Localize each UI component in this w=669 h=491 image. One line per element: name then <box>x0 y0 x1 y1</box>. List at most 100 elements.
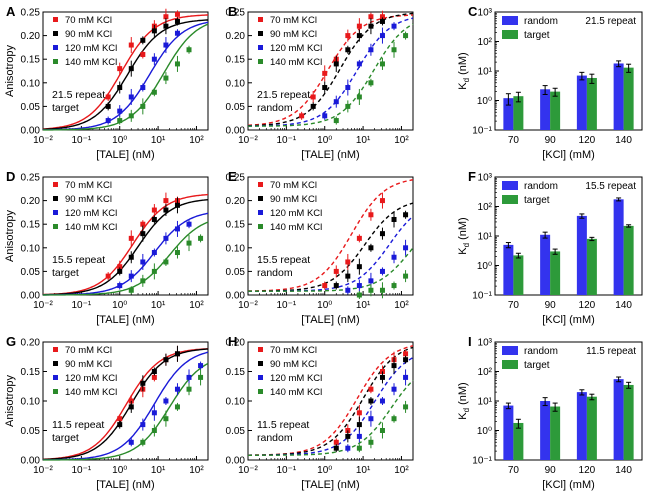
x-axis-label: [TALE] (nM) <box>301 479 359 491</box>
data-point <box>368 287 374 293</box>
y-axis-label: Kd (nM) <box>457 52 471 89</box>
bar-target <box>586 77 597 130</box>
fit-curve-120-mm-kcl <box>248 17 414 127</box>
x-tick-label: 10² <box>189 465 204 476</box>
data-point <box>391 47 397 53</box>
bar-random <box>540 234 551 295</box>
y-tick-label: 0.25 <box>226 8 246 19</box>
x-tick-label: 10⁰ <box>317 300 332 311</box>
plot-frame <box>42 11 209 131</box>
data-point <box>151 410 157 416</box>
y-tick-label: 0.20 <box>226 338 246 349</box>
data-point <box>403 245 409 251</box>
data-point <box>140 37 146 43</box>
x-tick-label: 10¹ <box>151 300 166 311</box>
bar-target <box>623 225 634 295</box>
y-axis-label: Kd (nM) <box>457 382 471 419</box>
y-tick-label: 0.10 <box>21 397 41 408</box>
y-tick-label: 0.20 <box>21 196 41 207</box>
x-tick-label: 10² <box>189 300 204 311</box>
y-axis-label: Anisotropy <box>4 375 16 427</box>
data-point <box>174 404 180 410</box>
data-point <box>128 94 134 100</box>
data-point <box>379 374 385 380</box>
data-point <box>163 42 169 48</box>
legend-swatch-target <box>502 360 518 369</box>
data-point <box>140 85 146 91</box>
legend-label: 90 mM KCl <box>270 359 317 370</box>
panel-B: 0.00 0.05 0.10 0.15 0.20 0.25 10⁻² 10⁻¹ 10⁰ 10¹ 10… <box>226 8 414 161</box>
y-tick-label: 10⁻¹ <box>472 456 492 467</box>
data-point <box>163 23 169 29</box>
y-tick-label: 0.15 <box>21 367 41 378</box>
x-tick-label: 10⁻¹ <box>276 465 296 476</box>
x-tick-label: 10² <box>394 300 409 311</box>
y-tick-label: 0.00 <box>226 126 246 137</box>
panel-I: 10⁻¹ 10⁰ 10¹ 10² 10³ Kd (nM) 70 90 120 140 [KCl] (… <box>457 338 643 491</box>
x-tick-label: 10⁰ <box>317 135 332 146</box>
data-point <box>356 23 362 29</box>
data-point <box>117 66 123 72</box>
data-point <box>356 292 362 298</box>
x-tick-label: 70 <box>508 300 520 311</box>
fit-curve-90-mm-kcl <box>43 19 208 130</box>
data-point <box>333 118 339 124</box>
data-point <box>403 374 409 380</box>
data-point <box>310 94 316 100</box>
panel-H: 0.00 0.05 0.10 0.15 0.20 10⁻² 10⁻¹ 10⁰ 10¹ 10² [TA… <box>226 338 414 491</box>
data-point <box>174 11 180 17</box>
data-point <box>391 216 397 222</box>
data-point <box>128 235 134 241</box>
bar-target <box>513 255 524 295</box>
legend-label: 70 mM KCl <box>270 15 317 26</box>
y-tick-label: 0.25 <box>21 8 41 19</box>
annotation: 21.5 repeat <box>585 16 636 27</box>
data-point <box>368 47 374 53</box>
data-point <box>403 351 409 357</box>
data-point <box>368 245 374 251</box>
y-tick-label: 0.05 <box>226 426 246 437</box>
x-tick-label: 90 <box>545 465 557 476</box>
data-point <box>128 42 134 48</box>
y-tick-label: 0.10 <box>21 243 41 254</box>
data-point <box>403 357 409 363</box>
x-tick-label: 10⁻¹ <box>71 465 91 476</box>
data-point <box>403 212 409 218</box>
data-point <box>140 439 146 445</box>
y-tick-label: 0.00 <box>226 291 246 302</box>
plot-frame <box>247 11 414 131</box>
legend-label: 140 mM KCl <box>65 57 117 68</box>
data-point <box>345 33 351 39</box>
x-tick-label: 10⁻² <box>33 135 53 146</box>
data-point <box>368 278 374 284</box>
legend-label: 70 mM KCl <box>65 15 112 26</box>
data-point <box>322 113 328 119</box>
y-tick-label: 0.10 <box>226 78 246 89</box>
x-axis-label: [KCl] (mM) <box>542 314 595 326</box>
data-point <box>198 374 204 380</box>
data-point <box>140 51 146 57</box>
x-tick-label: 10⁻² <box>238 135 258 146</box>
data-point <box>163 75 169 81</box>
data-point <box>151 207 157 213</box>
data-point <box>379 14 385 20</box>
data-point <box>333 99 339 105</box>
data-point <box>128 273 134 279</box>
data-point <box>151 428 157 433</box>
x-tick-label: 10⁻² <box>238 465 258 476</box>
legend-marker <box>258 347 263 352</box>
data-point <box>128 254 134 260</box>
x-axis-label: [TALE] (nM) <box>301 314 359 326</box>
data-point <box>368 416 374 422</box>
data-point <box>105 118 111 124</box>
data-point <box>174 61 180 67</box>
panel-letter: A <box>6 4 16 19</box>
legend-marker <box>53 196 58 201</box>
y-tick-label: 10⁰ <box>477 261 492 272</box>
fit-curve-70-mm-kcl <box>248 345 414 456</box>
bar-random <box>576 75 587 130</box>
data-point <box>151 250 157 256</box>
y-axis-label: Anisotropy <box>4 45 16 97</box>
x-tick-label: 10¹ <box>151 465 166 476</box>
